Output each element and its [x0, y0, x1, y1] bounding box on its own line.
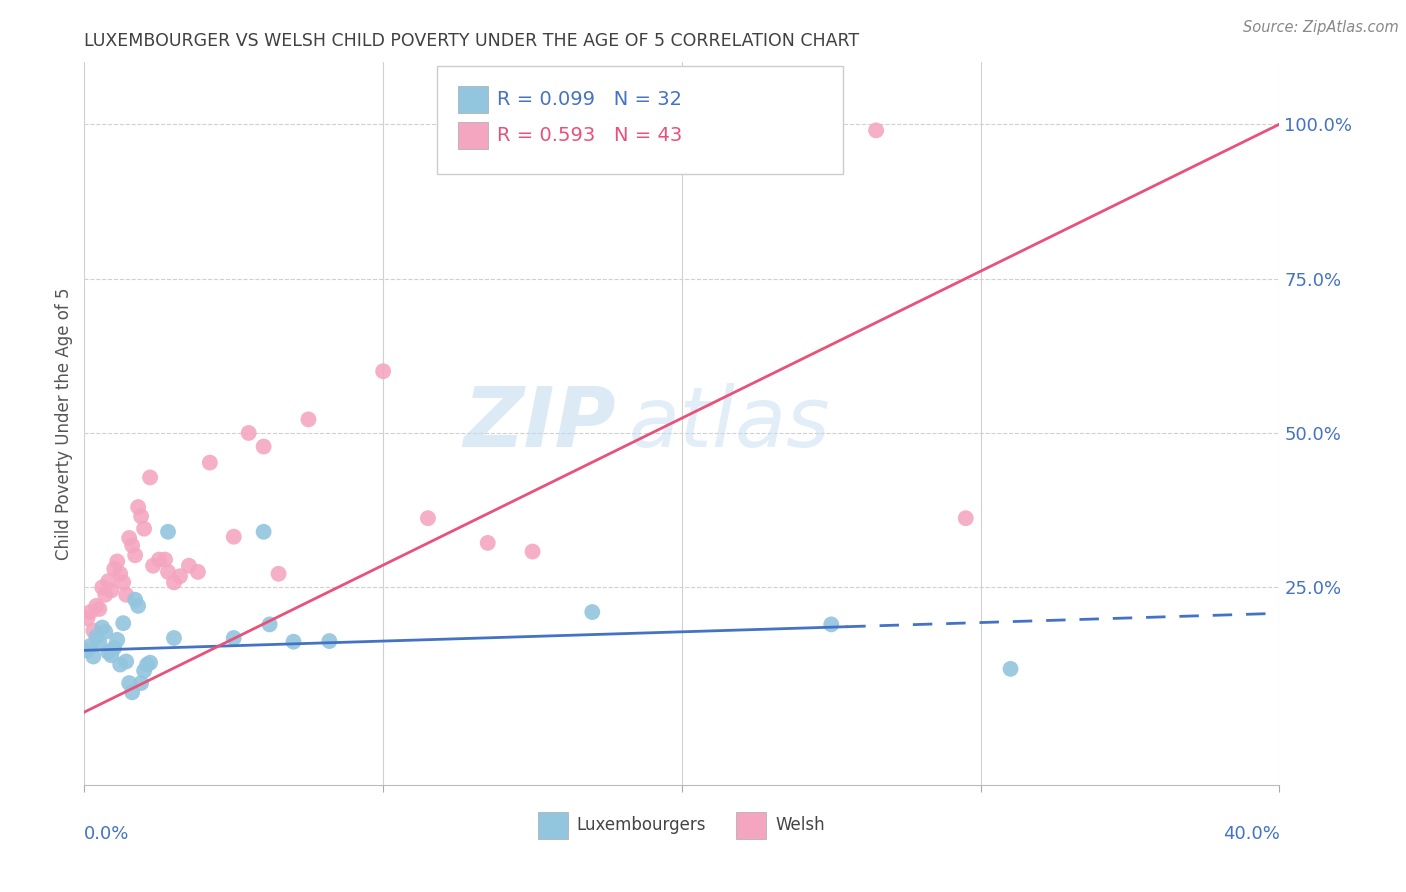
Text: Source: ZipAtlas.com: Source: ZipAtlas.com [1243, 20, 1399, 35]
Point [416, 511, 439, 525]
Y-axis label: Child Poverty Under the Age of 5: Child Poverty Under the Age of 5 [55, 287, 73, 560]
Point [581, 605, 603, 619]
Point [89, 636, 111, 650]
Point [115, 588, 138, 602]
Point [124, 548, 146, 562]
Point [97, 645, 120, 659]
Point [373, 364, 395, 378]
Point [79, 639, 101, 653]
Point [118, 531, 141, 545]
FancyBboxPatch shape [458, 121, 488, 149]
Point [82, 649, 104, 664]
Text: R = 0.593   N = 43: R = 0.593 N = 43 [496, 126, 682, 145]
Point [132, 522, 156, 536]
Point [105, 554, 128, 568]
Point [129, 676, 152, 690]
Point [127, 500, 149, 514]
Point [283, 634, 305, 648]
Point [86, 599, 108, 613]
Point [118, 676, 141, 690]
Point [163, 631, 186, 645]
Point [97, 574, 120, 589]
Text: LUXEMBOURGER VS WELSH CHILD POVERTY UNDER THE AGE OF 5 CORRELATION CHART: LUXEMBOURGER VS WELSH CHILD POVERTY UNDE… [84, 32, 859, 50]
Point [222, 631, 245, 645]
Text: 0.0%: 0.0% [84, 825, 129, 843]
Point [110, 657, 132, 672]
Point [124, 592, 146, 607]
Point [522, 544, 544, 558]
Point [177, 558, 200, 573]
Point [127, 599, 149, 613]
Point [76, 611, 98, 625]
Text: atlas: atlas [628, 384, 830, 464]
FancyBboxPatch shape [437, 66, 844, 175]
Text: Luxembourgers: Luxembourgers [576, 816, 706, 834]
Point [129, 509, 152, 524]
Text: ZIP: ZIP [464, 384, 616, 464]
Text: R = 0.099   N = 32: R = 0.099 N = 32 [496, 90, 682, 109]
Point [153, 552, 176, 566]
Point [79, 605, 101, 619]
Point [551, 123, 574, 137]
Point [100, 583, 122, 598]
Point [318, 634, 340, 648]
Point [121, 538, 143, 552]
Point [477, 536, 499, 550]
Text: Welsh: Welsh [775, 816, 825, 834]
FancyBboxPatch shape [458, 86, 488, 113]
Point [82, 624, 104, 638]
Point [157, 524, 180, 539]
Point [115, 655, 138, 669]
Point [655, 123, 678, 137]
Point [94, 624, 117, 639]
Point [86, 630, 108, 644]
Point [132, 664, 156, 678]
Point [820, 617, 842, 632]
Point [267, 566, 290, 581]
Point [105, 632, 128, 647]
Point [198, 456, 221, 470]
Point [94, 588, 117, 602]
Point [148, 552, 170, 566]
Point [100, 648, 122, 663]
Point [110, 566, 132, 581]
Point [76, 643, 98, 657]
Point [103, 562, 125, 576]
Point [139, 656, 162, 670]
Point [121, 685, 143, 699]
Point [222, 530, 245, 544]
Text: 40.0%: 40.0% [1223, 825, 1279, 843]
Point [259, 617, 281, 632]
Point [103, 640, 125, 655]
Point [91, 580, 114, 594]
Point [169, 569, 191, 583]
Point [238, 425, 260, 440]
FancyBboxPatch shape [735, 812, 766, 839]
Point [89, 602, 111, 616]
Point [112, 575, 135, 590]
Point [1000, 662, 1022, 676]
Point [139, 470, 162, 484]
Point [297, 412, 319, 426]
Point [955, 511, 977, 525]
FancyBboxPatch shape [538, 812, 568, 839]
Point [91, 620, 114, 634]
Point [187, 565, 209, 579]
Point [253, 524, 276, 539]
Point [163, 575, 186, 590]
Point [157, 565, 180, 579]
Point [253, 440, 276, 454]
Point [112, 616, 135, 631]
Point [136, 657, 159, 672]
Point [865, 123, 887, 137]
Point [142, 558, 165, 573]
